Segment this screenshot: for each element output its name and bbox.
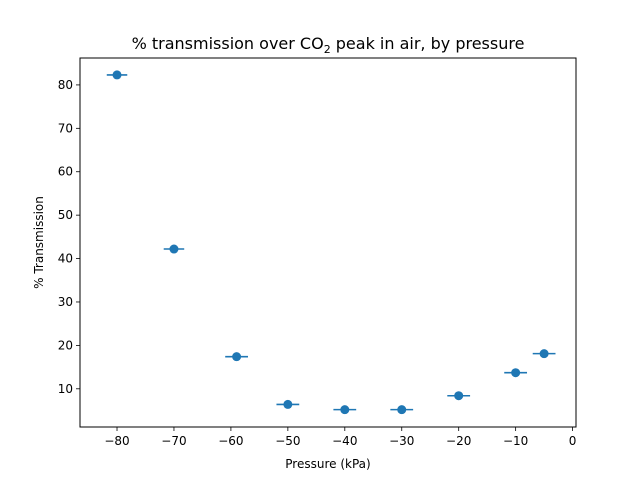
axes-frame <box>79 57 577 428</box>
y-tick-label: 60 <box>58 165 73 179</box>
y-tick-label: 40 <box>58 252 73 266</box>
x-tick-label: −50 <box>275 434 300 448</box>
x-tick-label: −60 <box>218 434 243 448</box>
y-axis: 10 20 30 40 50 60 70 80 <box>58 78 80 396</box>
x-tick-label: −80 <box>104 434 129 448</box>
y-axis-label: % Transmission <box>32 196 46 289</box>
data-point <box>539 349 549 359</box>
data-point <box>454 391 464 401</box>
data-point <box>340 405 350 415</box>
x-tick-label: −40 <box>332 434 357 448</box>
data-point <box>232 352 242 362</box>
data-point <box>112 70 122 80</box>
y-tick-label: 20 <box>58 338 73 352</box>
y-tick-label: 70 <box>58 121 73 135</box>
x-tick-label: −20 <box>446 434 471 448</box>
data-point <box>283 399 293 409</box>
x-tick-label: −30 <box>389 434 414 448</box>
plot-area <box>106 70 556 415</box>
y-tick-label: 50 <box>58 208 73 222</box>
x-tick-label: −70 <box>161 434 186 448</box>
data-point <box>511 368 521 378</box>
x-tick-label: 0 <box>569 434 577 448</box>
x-tick-label: −10 <box>503 434 528 448</box>
y-tick-label: 80 <box>58 78 73 92</box>
chart-title-subscript: 2 <box>324 43 331 56</box>
x-axis-label: Pressure (kPa) <box>285 457 370 471</box>
x-axis: −80 −70 −60 −50 −40 −30 −20 −10 0 <box>104 427 576 448</box>
data-point <box>397 405 407 415</box>
chart-title: % transmission over CO2 peak in air, by … <box>132 34 525 56</box>
y-tick-label: 30 <box>58 295 73 309</box>
data-point <box>169 244 179 254</box>
y-tick-label: 10 <box>58 382 73 396</box>
